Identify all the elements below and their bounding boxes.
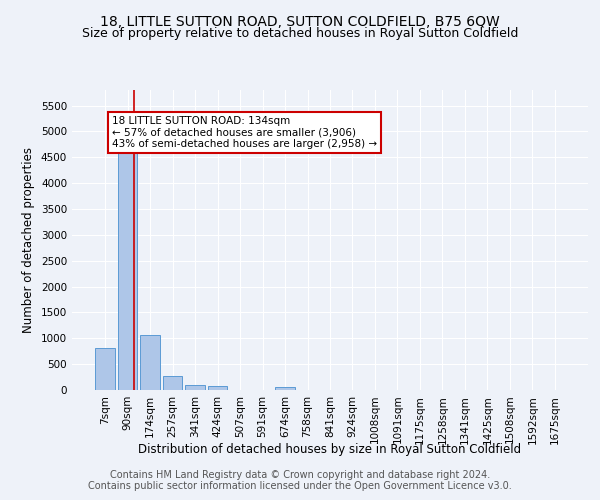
Text: Contains HM Land Registry data © Crown copyright and database right 2024.: Contains HM Land Registry data © Crown c… <box>110 470 490 480</box>
Bar <box>95 348 115 390</box>
Bar <box>275 387 295 390</box>
Text: Distribution of detached houses by size in Royal Sutton Coldfield: Distribution of detached houses by size … <box>139 442 521 456</box>
Bar <box>185 385 205 390</box>
Bar <box>140 335 160 390</box>
Bar <box>208 386 227 390</box>
Bar <box>118 152 137 390</box>
Y-axis label: Number of detached properties: Number of detached properties <box>22 147 35 333</box>
Text: 18, LITTLE SUTTON ROAD, SUTTON COLDFIELD, B75 6QW: 18, LITTLE SUTTON ROAD, SUTTON COLDFIELD… <box>100 15 500 29</box>
Text: Size of property relative to detached houses in Royal Sutton Coldfield: Size of property relative to detached ho… <box>82 28 518 40</box>
Bar <box>163 376 182 390</box>
Text: 18 LITTLE SUTTON ROAD: 134sqm
← 57% of detached houses are smaller (3,906)
43% o: 18 LITTLE SUTTON ROAD: 134sqm ← 57% of d… <box>112 116 377 149</box>
Text: Contains public sector information licensed under the Open Government Licence v3: Contains public sector information licen… <box>88 481 512 491</box>
